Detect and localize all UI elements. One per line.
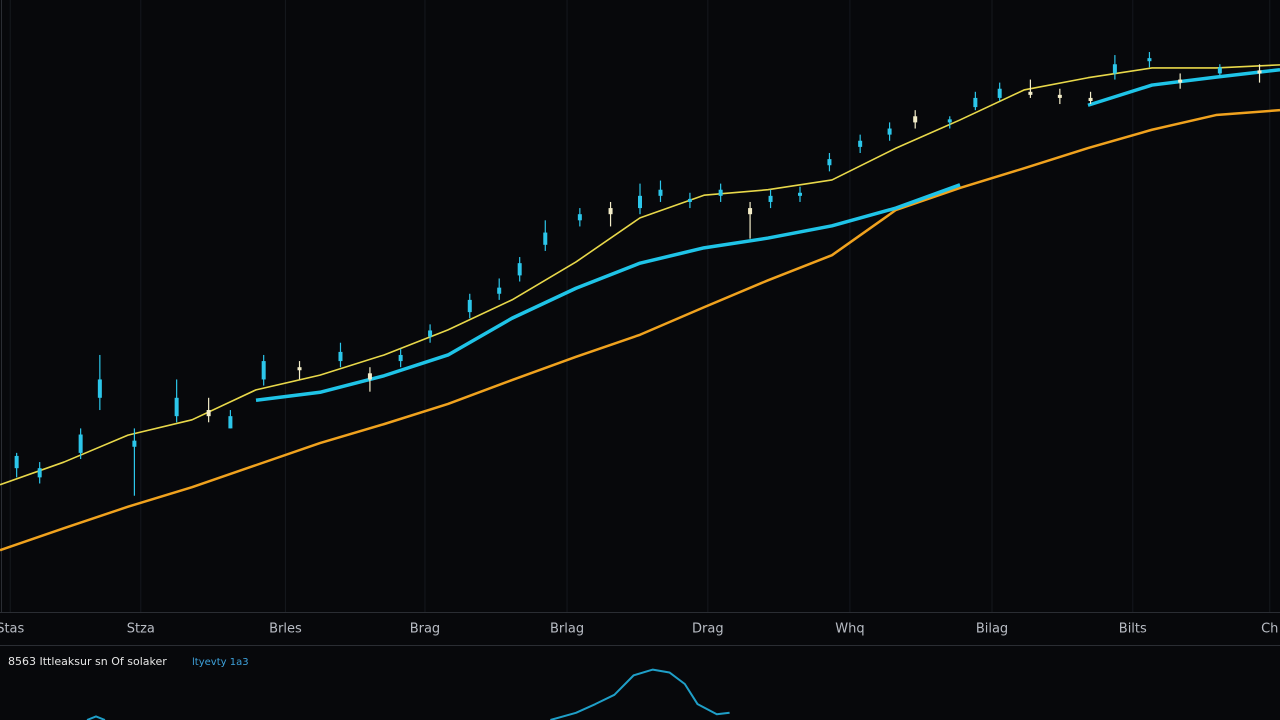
candle-body [1147, 58, 1152, 62]
ma-line [255, 68, 1280, 402]
candle-body [947, 119, 952, 123]
x-tick-label: Stza [127, 622, 155, 637]
candle-body [78, 434, 83, 453]
x-tick-label: Ch [1261, 622, 1278, 637]
candle-body [1112, 64, 1117, 74]
ma-line [0, 108, 1280, 552]
candle-body [718, 189, 723, 196]
candle-body [206, 410, 211, 417]
candle-body [1178, 79, 1183, 83]
candle-body [768, 195, 773, 202]
candle-body [997, 88, 1002, 98]
candle-body [497, 287, 502, 294]
candle-body [14, 455, 19, 469]
candle-body [658, 189, 663, 196]
candle-body [887, 128, 892, 135]
candle-body [338, 351, 343, 362]
candle-body [1028, 91, 1033, 95]
candle-body [973, 97, 978, 108]
candle-body [798, 192, 802, 196]
candle-body [858, 140, 863, 147]
candle-body [827, 159, 832, 166]
candle-body [543, 232, 548, 245]
indicator-line [86, 668, 730, 720]
candle-body [228, 416, 233, 429]
candle-body [132, 440, 137, 447]
x-tick-label: Brles [269, 622, 302, 637]
candle-body [37, 468, 42, 478]
candle-body [261, 361, 266, 380]
x-tick-label: Bilag [976, 622, 1008, 637]
candle-body [1057, 94, 1062, 98]
x-tick-label: Drag [692, 622, 724, 637]
candle-body [517, 263, 522, 276]
ma-line [0, 64, 1280, 486]
x-tick-label: Brlag [550, 622, 584, 637]
candle-body [1217, 67, 1222, 74]
indicator-subtitle: ltyevty 1a3 [192, 657, 249, 668]
candle-body [608, 208, 613, 215]
candle-body [748, 208, 753, 215]
candle-body [297, 367, 302, 371]
candle-body [913, 116, 918, 123]
candle-body [638, 195, 642, 209]
candle-body [174, 397, 179, 417]
candle-body [1088, 97, 1093, 101]
candle-body [687, 198, 692, 202]
indicator-title: 8563 Ittleaksur sn Of solaker [8, 655, 167, 668]
candle-body [428, 330, 433, 337]
x-tick-label: Brag [410, 622, 440, 637]
candle-body [577, 214, 582, 221]
x-tick-label: Whq [835, 622, 864, 637]
candle-body [97, 379, 102, 398]
candle-body [467, 299, 472, 313]
candle-body [398, 354, 403, 362]
candle-body [1257, 70, 1262, 74]
x-tick-label: Stas [0, 622, 25, 637]
candle-body [367, 373, 372, 380]
x-tick-label: Bilts [1119, 622, 1147, 637]
